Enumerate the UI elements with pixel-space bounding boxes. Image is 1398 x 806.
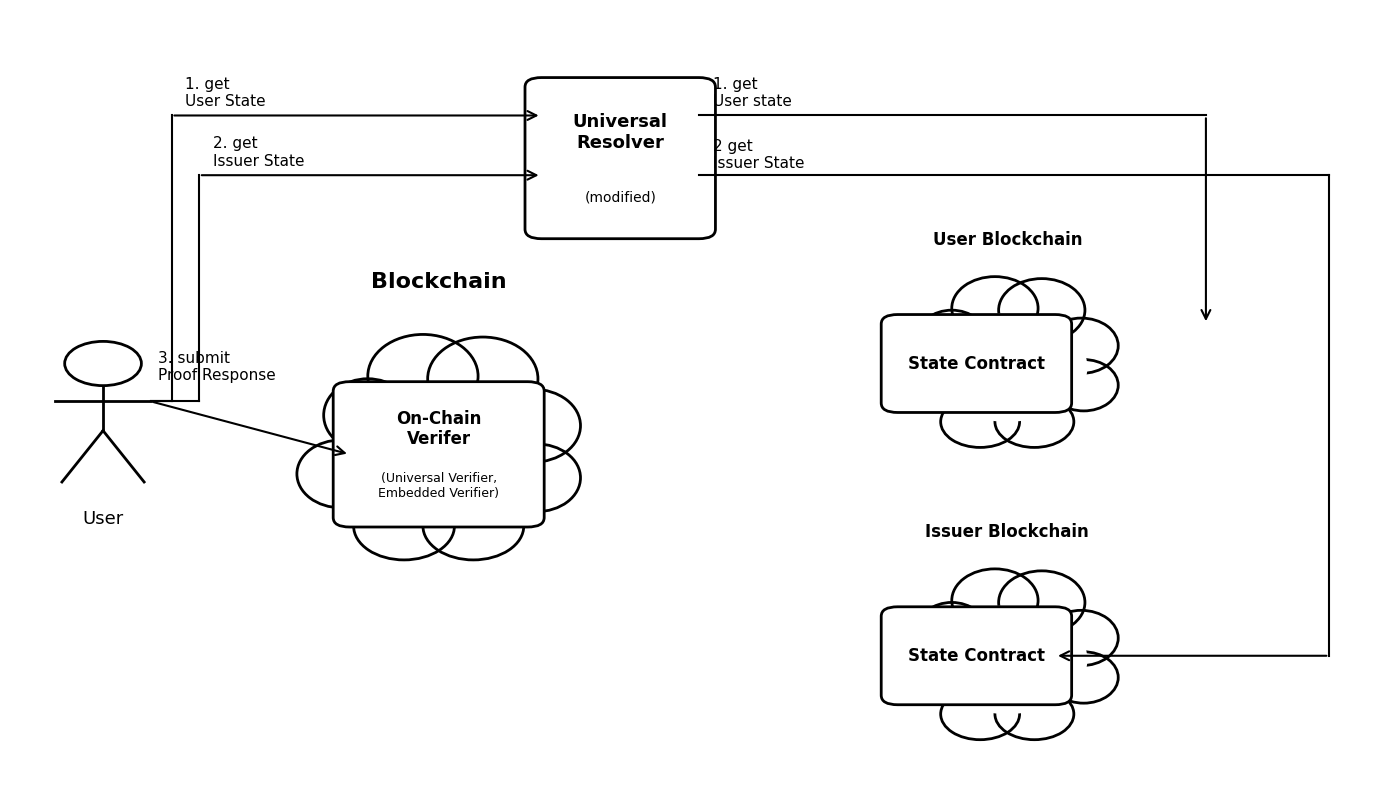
Ellipse shape: [896, 649, 966, 700]
Ellipse shape: [337, 383, 541, 526]
Text: (modified): (modified): [584, 191, 656, 205]
Ellipse shape: [1048, 652, 1118, 703]
Text: User Blockchain: User Blockchain: [932, 231, 1082, 249]
FancyBboxPatch shape: [526, 77, 716, 239]
Text: On-Chain
Verifer: On-Chain Verifer: [396, 409, 481, 448]
Text: 1. get
User state: 1. get User state: [713, 77, 791, 109]
Ellipse shape: [998, 279, 1085, 342]
Text: 3. submit
Proof Response: 3. submit Proof Response: [158, 351, 275, 384]
Text: 2. get
Issuer State: 2. get Issuer State: [212, 136, 305, 169]
Text: State Contract: State Contract: [907, 646, 1044, 665]
Ellipse shape: [941, 688, 1019, 740]
Ellipse shape: [941, 396, 1019, 447]
Text: State Contract: State Contract: [907, 355, 1044, 372]
Ellipse shape: [368, 334, 478, 418]
Text: 1. get
User State: 1. get User State: [185, 77, 266, 109]
Text: Universal
Resolver: Universal Resolver: [573, 113, 668, 152]
FancyBboxPatch shape: [881, 314, 1072, 413]
Ellipse shape: [296, 440, 384, 508]
Ellipse shape: [487, 389, 580, 462]
Ellipse shape: [917, 602, 987, 658]
Ellipse shape: [917, 310, 987, 365]
Ellipse shape: [324, 379, 412, 451]
Text: User: User: [82, 509, 123, 528]
Text: (Universal Verifier,
Embedded Verifier): (Universal Verifier, Embedded Verifier): [379, 472, 499, 500]
Ellipse shape: [927, 314, 1088, 422]
Ellipse shape: [896, 356, 966, 408]
Ellipse shape: [492, 444, 580, 512]
Ellipse shape: [995, 396, 1074, 447]
Text: 2 get
Issuer State: 2 get Issuer State: [713, 139, 804, 171]
Ellipse shape: [952, 276, 1039, 340]
Ellipse shape: [1048, 359, 1118, 411]
Ellipse shape: [320, 364, 556, 546]
FancyBboxPatch shape: [333, 382, 544, 527]
Ellipse shape: [952, 569, 1039, 632]
Ellipse shape: [914, 591, 1100, 729]
Ellipse shape: [914, 298, 1100, 437]
Ellipse shape: [1044, 610, 1118, 666]
Ellipse shape: [995, 688, 1074, 740]
Ellipse shape: [424, 492, 524, 560]
Ellipse shape: [428, 337, 538, 421]
Ellipse shape: [927, 605, 1088, 714]
Text: Blockchain: Blockchain: [370, 272, 506, 293]
Text: Issuer Blockchain: Issuer Blockchain: [925, 523, 1089, 542]
Ellipse shape: [1044, 318, 1118, 373]
Ellipse shape: [998, 571, 1085, 634]
FancyBboxPatch shape: [881, 607, 1072, 704]
Ellipse shape: [354, 492, 454, 560]
